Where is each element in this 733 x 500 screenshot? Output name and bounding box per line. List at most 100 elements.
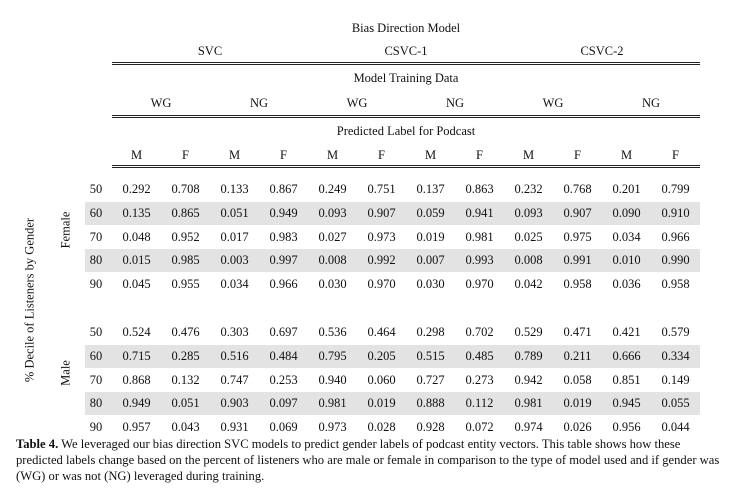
header-training-group: WG bbox=[346, 96, 368, 110]
table-cell: 0.941 bbox=[465, 205, 494, 220]
table-cell: 0.030 bbox=[416, 277, 445, 292]
table-cell: 0.867 bbox=[269, 182, 298, 196]
table-cell: 0.715 bbox=[122, 348, 151, 363]
table-cell: 0.997 bbox=[269, 253, 298, 268]
table-cell: 0.973 bbox=[318, 420, 347, 435]
table-cell: 0.990 bbox=[661, 253, 690, 268]
table-cell: 0.970 bbox=[367, 277, 396, 292]
header-label: M bbox=[522, 148, 535, 162]
row-decile: 70 bbox=[89, 229, 103, 244]
table-cell: 0.768 bbox=[563, 182, 592, 196]
table-cell: 0.865 bbox=[171, 205, 200, 220]
table-cell: 0.868 bbox=[122, 372, 151, 387]
row-decile: 90 bbox=[89, 420, 103, 435]
header-training-group: WG bbox=[542, 96, 564, 110]
table-cell: 0.907 bbox=[563, 205, 592, 220]
table-cell: 0.708 bbox=[171, 182, 200, 196]
group-label-female: Female bbox=[58, 211, 73, 249]
header-label: F bbox=[672, 148, 679, 162]
table-cell: 0.034 bbox=[612, 229, 641, 244]
table-cell: 0.025 bbox=[514, 229, 543, 244]
table-cell: 0.888 bbox=[416, 396, 445, 411]
group-label-male: Male bbox=[58, 360, 73, 386]
table-cell: 0.952 bbox=[171, 229, 200, 244]
table-cell: 0.072 bbox=[465, 420, 494, 435]
table-cell: 0.983 bbox=[269, 229, 298, 244]
table-cell: 0.008 bbox=[318, 253, 347, 268]
table-cell: 0.970 bbox=[465, 277, 494, 292]
table-cell: 0.697 bbox=[269, 325, 298, 339]
table-cell: 0.132 bbox=[171, 372, 200, 387]
table-cell: 0.253 bbox=[269, 372, 298, 387]
table-cell: 0.019 bbox=[367, 396, 396, 411]
table-cell: 0.030 bbox=[318, 277, 347, 292]
table-cell: 0.149 bbox=[661, 372, 690, 387]
caption-text: We leveraged our bias direction SVC mode… bbox=[16, 437, 720, 483]
table-cell: 0.069 bbox=[269, 420, 298, 435]
table-cell: 0.799 bbox=[661, 182, 690, 196]
table-cell: 0.529 bbox=[514, 325, 543, 339]
table-cell: 0.751 bbox=[367, 182, 396, 196]
header-label: M bbox=[326, 148, 339, 162]
table-cell: 0.273 bbox=[465, 372, 494, 387]
header-bias-direction-model: Bias Direction Model bbox=[351, 21, 461, 35]
header-model: SVC bbox=[197, 44, 223, 58]
row-decile: 60 bbox=[89, 205, 103, 220]
header-label: F bbox=[476, 148, 483, 162]
header-training-group: NG bbox=[249, 96, 269, 110]
row-decile: 50 bbox=[89, 325, 103, 339]
table-cell: 0.211 bbox=[563, 348, 592, 363]
header-training-group: NG bbox=[445, 96, 465, 110]
table-cell: 0.903 bbox=[220, 396, 249, 411]
row-decile: 50 bbox=[89, 182, 103, 196]
table-cell: 0.003 bbox=[220, 253, 249, 268]
table-cell: 0.524 bbox=[122, 325, 151, 339]
row-decile: 80 bbox=[89, 253, 103, 268]
table-cell: 0.702 bbox=[465, 325, 494, 339]
row-decile: 70 bbox=[89, 372, 103, 387]
header-label: M bbox=[620, 148, 633, 162]
table-cell: 0.907 bbox=[367, 205, 396, 220]
table-cell: 0.747 bbox=[220, 372, 249, 387]
table-cell: 0.232 bbox=[514, 182, 543, 196]
header-double-rule bbox=[112, 165, 700, 168]
row-shading bbox=[85, 392, 700, 416]
table-cell: 0.051 bbox=[171, 396, 200, 411]
table-cell: 0.981 bbox=[318, 396, 347, 411]
table-cell: 0.464 bbox=[367, 325, 396, 339]
header-predicted-label: Predicted Label for Podcast bbox=[336, 124, 476, 138]
table-cell: 0.863 bbox=[465, 182, 494, 196]
table-cell: 0.058 bbox=[563, 372, 592, 387]
table-cell: 0.949 bbox=[122, 396, 151, 411]
table-cell: 0.727 bbox=[416, 372, 445, 387]
header-training-group: NG bbox=[641, 96, 661, 110]
header-label: M bbox=[130, 148, 143, 162]
table-cell: 0.060 bbox=[367, 372, 396, 387]
table-cell: 0.044 bbox=[661, 420, 690, 435]
table-cell: 0.851 bbox=[612, 372, 641, 387]
header-double-rule bbox=[112, 62, 700, 65]
table-cell: 0.966 bbox=[661, 229, 690, 244]
table-cell: 0.991 bbox=[563, 253, 592, 268]
table-cell: 0.484 bbox=[269, 348, 298, 363]
table-cell: 0.957 bbox=[122, 420, 151, 435]
table-caption: Table 4. We leveraged our bias direction… bbox=[16, 436, 721, 484]
table-cell: 0.975 bbox=[563, 229, 592, 244]
header-training-group: WG bbox=[150, 96, 172, 110]
table-cell: 0.955 bbox=[171, 277, 200, 292]
table-cell: 0.910 bbox=[661, 205, 690, 220]
table-cell: 0.928 bbox=[416, 420, 445, 435]
table-cell: 0.036 bbox=[612, 277, 641, 292]
table-cell: 0.485 bbox=[465, 348, 494, 363]
table-cell: 0.028 bbox=[367, 420, 396, 435]
table-cell: 0.298 bbox=[416, 325, 445, 339]
row-shading bbox=[85, 249, 700, 273]
table-cell: 0.007 bbox=[416, 253, 445, 268]
table-cell: 0.010 bbox=[612, 253, 641, 268]
header-label: F bbox=[378, 148, 385, 162]
table-cell: 0.042 bbox=[514, 277, 543, 292]
table-cell: 0.043 bbox=[171, 420, 200, 435]
table-cell: 0.135 bbox=[122, 205, 151, 220]
table-cell: 0.285 bbox=[171, 348, 200, 363]
table-cell: 0.059 bbox=[416, 205, 445, 220]
